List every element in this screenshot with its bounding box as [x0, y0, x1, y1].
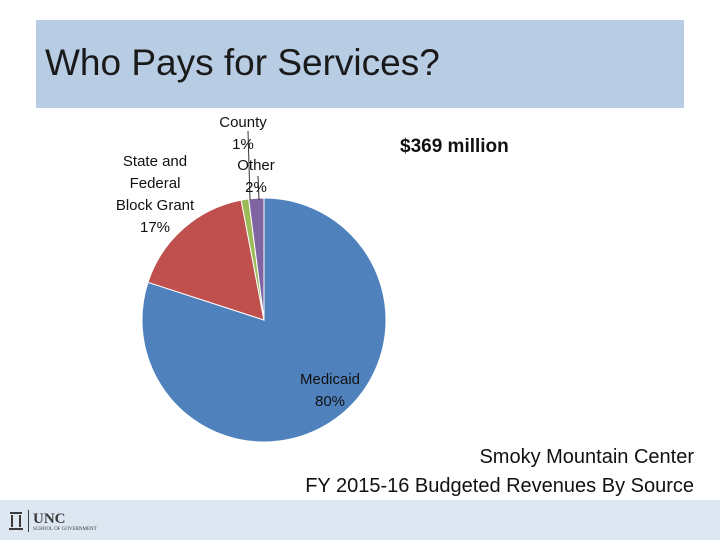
unc-logo: UNC SCHOOL OF GOVERNMENT [9, 510, 97, 532]
svg-text:SCHOOL OF GOVERNMENT: SCHOOL OF GOVERNMENT [33, 527, 97, 532]
footer-band [0, 500, 720, 540]
caption-line-2: FY 2015-16 Budgeted Revenues By Source [305, 475, 694, 497]
pie-label-0: Medicaid 80% [300, 371, 360, 410]
pie-slice-1 [147, 199, 265, 321]
caption-line-1: Smoky Mountain Center [479, 446, 694, 468]
total-amount-label: $369 million [400, 136, 509, 157]
leader-line-2 [247, 130, 251, 201]
svg-text:UNC: UNC [33, 511, 66, 527]
pie-label-1: State and Federal Block Grant 17% [116, 153, 195, 236]
title-band [36, 20, 684, 108]
pie-label-2: County 1% [219, 114, 267, 153]
pie-label-3: Other 2% [237, 157, 275, 196]
pie-slice-3 [248, 197, 265, 321]
leader-line-3 [257, 175, 260, 201]
slide-title: Who Pays for Services? [45, 42, 440, 83]
